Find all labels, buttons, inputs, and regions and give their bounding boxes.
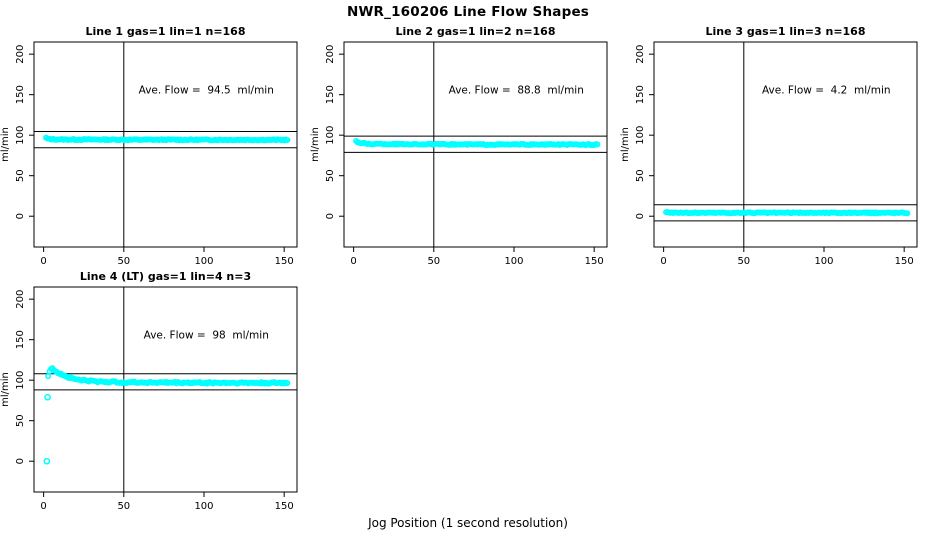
x-tick-label: 0 bbox=[660, 256, 666, 267]
y-axis-label: ml/min bbox=[620, 127, 631, 162]
y-tick-label: 100 bbox=[15, 126, 26, 145]
data-point bbox=[904, 210, 911, 217]
data-point bbox=[284, 380, 291, 387]
x-tick-label: 100 bbox=[814, 256, 833, 267]
annotation-ave-flow: Ave. Flow = 94.5 ml/min bbox=[139, 85, 274, 97]
data-points bbox=[663, 208, 911, 217]
y-tick-label: 200 bbox=[15, 290, 26, 309]
y-tick-label: 0 bbox=[15, 213, 26, 219]
subplot-1: Line 1 gas=1 lin=1 n=168 0 50 100 150 0 50 100 1… bbox=[0, 25, 298, 267]
y-tick-label: 100 bbox=[15, 371, 26, 390]
subplot-4: Line 4 (LT) gas=1 lin=4 n=3 0 50 100 150 0 50 1… bbox=[0, 270, 298, 512]
x-axis-figure-label: Jog Position (1 second resolution) bbox=[368, 516, 568, 530]
y-tick-label: 50 bbox=[325, 169, 336, 182]
x-tick-label: 100 bbox=[194, 501, 213, 512]
data-points bbox=[43, 365, 291, 465]
y-tick-label: 0 bbox=[635, 213, 646, 219]
x-tick-label: 50 bbox=[117, 256, 130, 267]
subplot-title: Line 3 gas=1 lin=3 n=168 bbox=[705, 25, 865, 38]
x-tick-label: 150 bbox=[895, 256, 914, 267]
y-tick-label: 50 bbox=[15, 414, 26, 427]
data-point bbox=[44, 393, 51, 401]
y-tick-label: 100 bbox=[635, 126, 646, 145]
annotation-ave-flow: Ave. Flow = 4.2 ml/min bbox=[762, 85, 891, 97]
annotation-ave-flow: Ave. Flow = 98 ml/min bbox=[144, 330, 269, 342]
data-points bbox=[43, 134, 291, 144]
data-points bbox=[353, 137, 601, 149]
y-tick-label: 50 bbox=[635, 169, 646, 182]
data-point bbox=[45, 373, 52, 380]
y-axis-label: ml/min bbox=[0, 372, 11, 407]
y-tick-label: 0 bbox=[15, 458, 26, 464]
x-tick-label: 150 bbox=[585, 256, 604, 267]
y-tick-label: 0 bbox=[325, 213, 336, 219]
y-tick-label: 150 bbox=[325, 85, 336, 104]
y-axis-label: ml/min bbox=[310, 127, 321, 162]
data-point bbox=[43, 457, 51, 465]
data-point bbox=[594, 141, 601, 148]
subplot-3: Line 3 gas=1 lin=3 n=168 0 50 100 150 0 50 100 1… bbox=[620, 25, 918, 267]
x-tick-label: 0 bbox=[40, 256, 46, 267]
y-tick-label: 150 bbox=[635, 85, 646, 104]
x-tick-label: 50 bbox=[427, 256, 440, 267]
subplot-title: Line 4 (LT) gas=1 lin=4 n=3 bbox=[80, 270, 251, 283]
subplot-2: Line 2 gas=1 lin=2 n=168 0 50 100 150 0 50 100 1… bbox=[310, 25, 608, 267]
y-tick-label: 200 bbox=[635, 45, 646, 64]
plot-frame bbox=[33, 41, 298, 248]
annotation-ave-flow: Ave. Flow = 88.8 ml/min bbox=[449, 85, 584, 97]
x-tick-label: 150 bbox=[275, 501, 294, 512]
plot-frame bbox=[343, 41, 608, 248]
y-tick-label: 150 bbox=[15, 330, 26, 349]
subplot-title: Line 1 gas=1 lin=1 n=168 bbox=[85, 25, 245, 38]
x-tick-label: 100 bbox=[504, 256, 523, 267]
plot-frame bbox=[33, 286, 298, 493]
figure-title: NWR_160206 Line Flow Shapes bbox=[346, 4, 590, 20]
data-point bbox=[284, 137, 291, 144]
x-tick-label: 0 bbox=[350, 256, 356, 267]
y-tick-label: 150 bbox=[15, 85, 26, 104]
y-tick-label: 200 bbox=[325, 45, 336, 64]
x-tick-label: 50 bbox=[117, 501, 130, 512]
y-tick-label: 50 bbox=[15, 169, 26, 182]
x-tick-label: 0 bbox=[40, 501, 46, 512]
y-tick-label: 200 bbox=[15, 45, 26, 64]
x-tick-label: 100 bbox=[194, 256, 213, 267]
x-tick-label: 50 bbox=[737, 256, 750, 267]
y-tick-label: 100 bbox=[325, 126, 336, 145]
y-axis-label: ml/min bbox=[0, 127, 11, 162]
subplot-title: Line 2 gas=1 lin=2 n=168 bbox=[395, 25, 555, 38]
plot-frame bbox=[653, 41, 918, 248]
x-tick-label: 150 bbox=[275, 256, 294, 267]
